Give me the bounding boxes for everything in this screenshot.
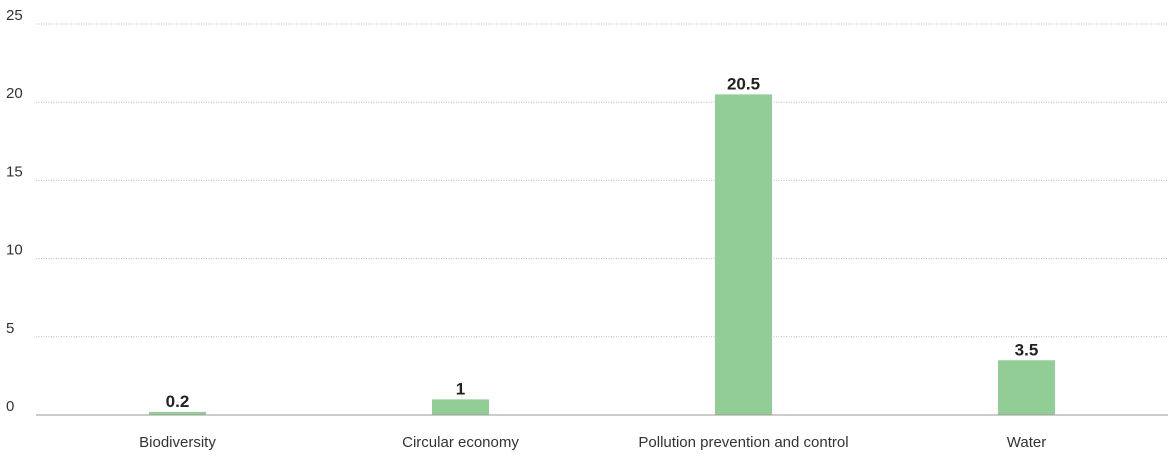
gridlines xyxy=(36,23,1168,338)
data-label: 0.2 xyxy=(166,392,190,411)
x-axis-category-labels: Biodiversity Circular economy Pollution pr… xyxy=(139,434,1046,451)
x-category-label: Water xyxy=(1007,434,1046,451)
bar xyxy=(149,411,206,415)
y-tick-label: 0 xyxy=(6,398,14,415)
y-tick-label: 10 xyxy=(6,242,23,259)
data-label: 3.5 xyxy=(1015,340,1039,359)
y-tick-label: 5 xyxy=(6,320,14,337)
y-tick-label: 20 xyxy=(6,85,23,102)
bars xyxy=(149,94,1055,415)
bar xyxy=(715,94,772,415)
bar xyxy=(998,360,1055,415)
x-category-label: Biodiversity xyxy=(139,434,216,451)
data-labels: 0.2 1 20.5 3.5 xyxy=(166,74,1039,410)
x-category-label: Circular economy xyxy=(402,434,519,451)
bar xyxy=(432,399,489,415)
data-label: 20.5 xyxy=(727,74,760,93)
y-tick-label: 25 xyxy=(6,7,23,24)
x-category-label: Pollution prevention and control xyxy=(638,434,848,451)
y-axis-tick-labels: 0 5 10 15 20 25 xyxy=(6,7,23,415)
data-label: 1 xyxy=(456,379,465,398)
y-tick-label: 15 xyxy=(6,163,23,180)
